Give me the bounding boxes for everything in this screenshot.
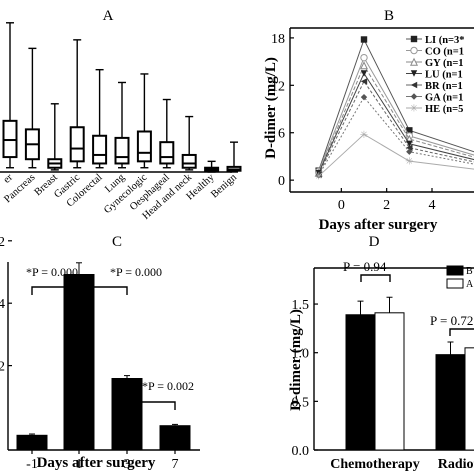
box-iqr <box>136 130 152 163</box>
panel-b-legend-label: GA (n=1 <box>425 93 463 104</box>
panel-b-legend-label: LU (n=1 <box>425 70 463 81</box>
panel-d-legend-label: A <box>466 279 474 290</box>
panel-d-bar <box>345 314 376 451</box>
panel-b-legend-marker: ✳ <box>410 104 418 115</box>
panel-b-linechart: 0612180246LI (n=3*CO (n=1GY (n=1LU (n=1B… <box>271 27 474 213</box>
panel-c-bracket <box>126 401 176 410</box>
panel-b-data-point <box>406 140 413 147</box>
panel-c-barchart: 2 4 2 -1 1 3 7 *P = 0.000 *P = 0.000 *P = 0.002 <box>0 235 200 472</box>
panel-b-xtick-label: 0 <box>338 198 345 213</box>
panel-b-data-point <box>360 70 368 77</box>
panel-d-bar <box>464 347 474 451</box>
panel-b-data-point <box>360 78 368 85</box>
panel-b-legend-label: HE (n=5 <box>425 104 463 115</box>
panel-b-data-point <box>360 93 368 101</box>
panel-c-bar <box>63 274 95 450</box>
panel-c-pvalue: *P = 0.000 <box>110 265 162 279</box>
panel-b-legend-label: BR (n=1 <box>425 81 463 92</box>
panel-b-xlabel: Days after surgery <box>319 217 438 233</box>
panel-b-series-line <box>318 133 474 177</box>
panel-b-legend-marker <box>410 93 418 100</box>
panel-c-xtick-label: 3 <box>124 457 131 472</box>
panel-a-category-label: Benign <box>209 172 239 201</box>
panel-d-bracket <box>449 328 474 336</box>
panel-b-data-point: ✳ <box>360 130 368 141</box>
panel-b-legend-marker <box>410 35 418 43</box>
panel-b-data-point <box>315 172 322 179</box>
panel-b-data-point: ✳ <box>314 172 322 183</box>
panel-b-letter: B <box>384 8 394 24</box>
panel-b-data-point <box>360 36 368 43</box>
panel-b-data-point <box>360 53 368 62</box>
panel-b-legend-marker <box>410 81 418 89</box>
panel-d-bracket <box>360 274 391 282</box>
panel-d-bar <box>435 354 466 451</box>
panel-c-bar <box>111 378 143 450</box>
panel-b-legend-label: GY (n=1 <box>425 58 464 69</box>
panel-d-ytick-label: 1.0 <box>292 347 310 362</box>
panel-b-legend-marker <box>410 70 418 77</box>
box-iqr <box>181 153 197 169</box>
panel-b-legend-marker <box>410 46 418 55</box>
panel-b-ylabel: D-dimer (mg/L) <box>263 57 279 159</box>
panel-b-series-line <box>318 80 474 175</box>
panel-c-pvalue: *P = 0.002 <box>142 379 194 393</box>
box-iqr <box>114 136 130 165</box>
panel-d-letter: D <box>369 234 380 250</box>
panel-d-legend-swatch <box>446 278 464 289</box>
panel-c-xlabel: Days after surgery <box>37 455 156 471</box>
panel-b-series-line <box>318 38 474 171</box>
panel-b-series-line <box>318 96 474 176</box>
panel-c-pvalue: *P = 0.000 <box>26 265 78 279</box>
panel-b-ytick-label: 6 <box>278 127 285 142</box>
panel-c-xtick-label: 1 <box>76 457 83 472</box>
panel-b-legend-marker <box>409 57 419 66</box>
panel-b-series-line <box>318 64 474 174</box>
panel-d-category-label: Radiothe <box>438 457 474 472</box>
panel-c-bar <box>159 425 191 450</box>
panel-d-category-label: Chemotherapy <box>330 457 419 472</box>
panel-d-pvalue: P = 0.94 <box>343 259 387 274</box>
box-iqr <box>92 134 108 165</box>
panel-c-bracket <box>78 286 128 295</box>
panel-c-ytick-label: 4 <box>0 297 5 312</box>
panel-b-series-line <box>318 72 474 174</box>
panel-c-xtick-label: -1 <box>26 457 38 472</box>
panel-c-letter: C <box>112 234 122 250</box>
panel-d-legend-label: B <box>466 266 473 277</box>
panel-b-data-point <box>406 148 413 155</box>
panel-b-xtick-label: 4 <box>429 198 436 213</box>
panel-a-category-label: er <box>2 172 16 186</box>
panel-d-pvalue: P = 0.72 <box>430 313 473 328</box>
panel-b-data-point <box>406 127 413 134</box>
panel-d-legend-swatch <box>446 265 464 276</box>
panel-b-data-point <box>359 61 369 70</box>
panel-b-ytick-label: 18 <box>271 32 285 47</box>
panel-c-ytick-label: 2 <box>0 235 5 250</box>
panel-d-ytick-label: 0.5 <box>292 395 310 410</box>
panel-b-series-line <box>318 56 474 172</box>
panel-d-ytick-label: 0.0 <box>292 444 310 459</box>
panel-b-legend-label: LI (n=3* <box>425 35 465 46</box>
panel-c-xtick-label: 7 <box>172 457 179 472</box>
panel-b-xtick-label: 2 <box>383 198 390 213</box>
panel-b-ytick-label: 12 <box>271 79 285 94</box>
box-iqr <box>159 141 175 165</box>
panel-d-ytick-label: 1.5 <box>292 298 310 313</box>
box-iqr <box>2 119 18 159</box>
panel-d-bar <box>374 312 405 451</box>
panel-c-ytick-label: 2 <box>0 360 5 375</box>
box-iqr <box>69 126 85 163</box>
panel-b-legend-label: CO (n=1 <box>425 47 464 58</box>
panel-b-ytick-label: 0 <box>278 174 285 189</box>
panel-b-data-point <box>406 144 413 151</box>
panel-c-bar <box>16 434 48 450</box>
panel-a-letter: A <box>103 8 114 24</box>
panel-b-data-point: ✳ <box>405 157 413 168</box>
panel-d-grouped-barchart: 0.0 0.5 1.0 1.5 Chemotherapy Radiothe P = 0.94… <box>292 259 474 472</box>
panel-a-boxplot: erPancreasBreastGastricColorectalLungGyn… <box>0 22 242 222</box>
panel-d-ylabel: D-dimer (mg/L) <box>288 309 304 411</box>
